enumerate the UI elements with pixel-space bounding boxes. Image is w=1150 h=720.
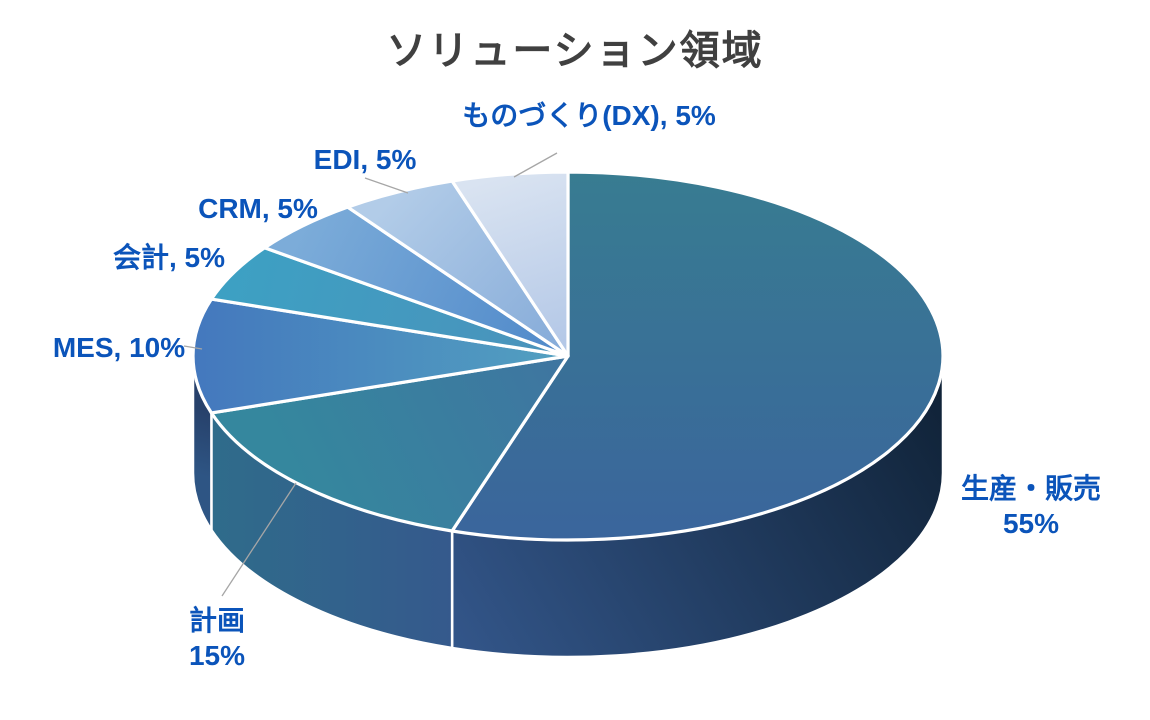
pie-slice-top-6	[450, 170, 570, 358]
leader-line-monozukuri	[513, 152, 558, 178]
pie-slice-top-2	[191, 297, 570, 415]
data-label-keikaku-name: 計画	[188, 605, 246, 636]
leader-line-keikaku	[221, 482, 297, 597]
data-label-seisan-hanbai-value: 55%	[1002, 508, 1060, 539]
data-label-keikaku: 計画 15%	[189, 603, 245, 673]
data-label-mes: MES, 10%	[52, 332, 186, 363]
data-label-monozukuri-dx: ものづくり(DX), 5%	[462, 100, 716, 131]
data-label-seisan-hanbai-name: 生産・販売	[960, 473, 1102, 504]
data-label-kaikei: 会計, 5%	[112, 242, 226, 273]
data-label-seisan-hanbai: 生産・販売 55%	[961, 471, 1101, 541]
data-label-crm: CRM, 5%	[198, 193, 318, 224]
data-label-keikaku-value: 15%	[188, 640, 246, 671]
leader-line-edi	[364, 177, 409, 194]
data-label-edi: EDI, 5%	[313, 144, 417, 175]
leader-line-mes	[183, 345, 203, 350]
pie-slice-top-0	[450, 170, 945, 542]
chart-title: ソリューション領域	[386, 29, 764, 73]
